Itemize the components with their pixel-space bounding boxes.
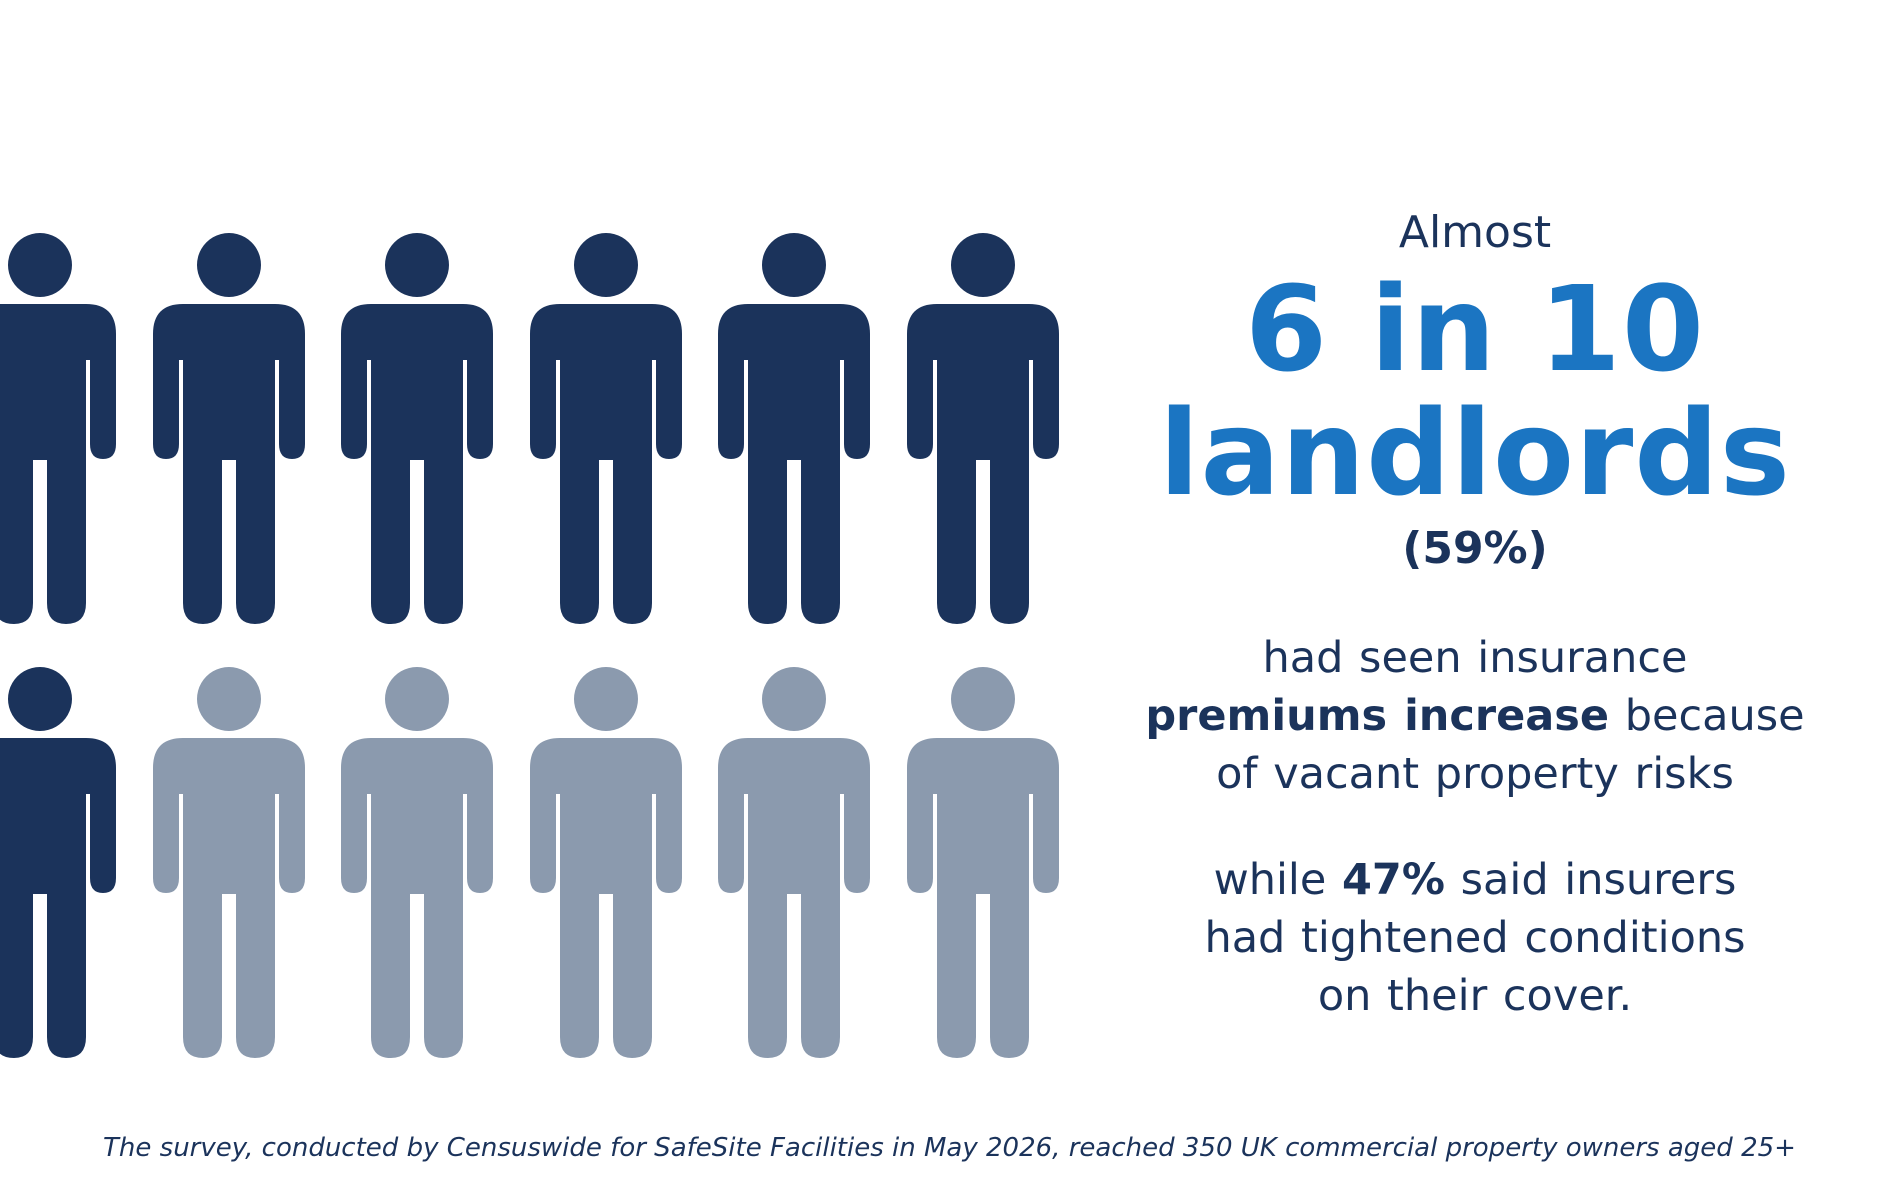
person-pictogram-grid [0, 233, 1059, 1058]
finding-premiums: had seen insurance premiums increase bec… [1090, 629, 1860, 803]
person-icon-filled [341, 233, 494, 624]
stat-block: Almost 6 in 10 landlords (59%) had seen … [1090, 205, 1860, 1025]
person-icon-empty [341, 667, 494, 1058]
finding-conditions: while 47% said insurers had tightened co… [1090, 851, 1860, 1025]
finding-text: while [1213, 855, 1343, 905]
percent-value: (59%) [1402, 523, 1548, 574]
emphasis-text: premiums increase [1145, 691, 1610, 741]
finding-line: premiums increase because [1090, 687, 1860, 745]
person-icon-empty [907, 667, 1059, 1058]
person-icon-filled [0, 667, 116, 1058]
finding-line: of vacant property risks [1216, 749, 1734, 799]
person-icon-filled [529, 233, 682, 624]
finding-line: had tightened conditions [1204, 913, 1746, 963]
finding-line: on their cover. [1317, 971, 1633, 1021]
person-icon-empty [152, 667, 305, 1058]
survey-footnote: The survey, conducted by Censuswide for … [103, 1133, 1796, 1163]
finding-text: said insurers [1444, 855, 1737, 905]
person-icon-empty [529, 667, 682, 1058]
person-icon-filled [907, 233, 1059, 624]
finding-line: had seen insurance [1262, 633, 1688, 683]
headline-subject: landlords [1159, 384, 1791, 522]
headline-ratio: 6 in 10 [1245, 260, 1705, 398]
person-icon-empty [718, 667, 871, 1058]
person-icon-filled [152, 233, 305, 624]
finding-line: while 47% said insurers [1090, 851, 1860, 909]
finding-text: because [1609, 691, 1805, 741]
intro-text: Almost [1398, 207, 1552, 258]
person-icon-filled [0, 233, 116, 624]
emphasis-text: 47% [1342, 855, 1445, 905]
person-icon-filled [718, 233, 871, 624]
